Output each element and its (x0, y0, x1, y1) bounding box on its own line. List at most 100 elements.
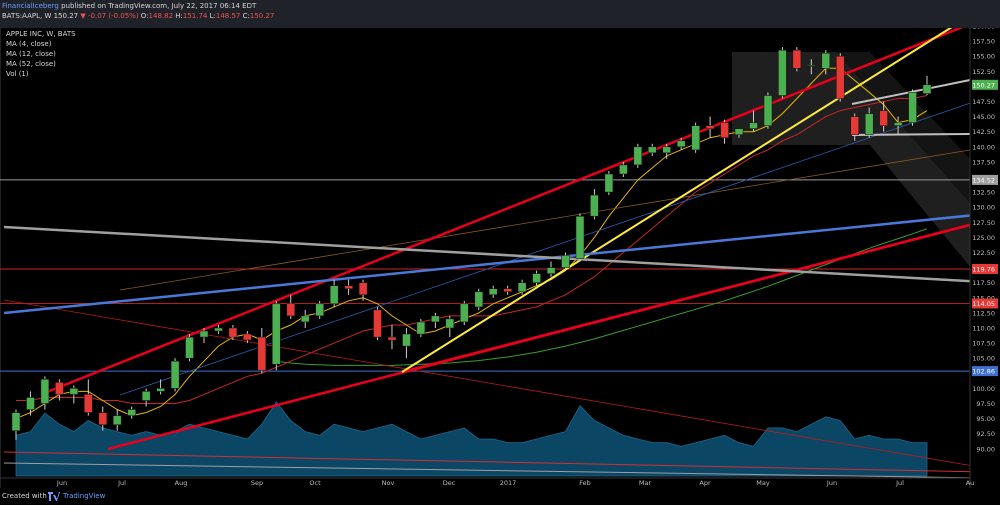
price-tick-label: 152.50 (972, 68, 995, 76)
candle-body[interactable] (648, 146, 657, 154)
candle-body[interactable] (836, 55, 845, 99)
candle-body[interactable] (69, 388, 79, 395)
candle-body[interactable] (358, 282, 368, 296)
ohlc-close: 150.27 (249, 12, 275, 20)
price-tick-label: 130.00 (972, 204, 995, 212)
candle-body[interactable] (127, 409, 136, 416)
candle-body[interactable] (503, 288, 512, 292)
time-tick-label: Mar (639, 479, 652, 487)
blue-thin-line (119, 97, 986, 396)
price-tick-label: 115.00 (972, 294, 995, 302)
price-tick-label: 105.00 (972, 355, 995, 363)
candle-body[interactable] (416, 321, 426, 335)
candle-body[interactable] (300, 315, 310, 323)
candle-body[interactable] (344, 285, 353, 289)
candle-body[interactable] (488, 288, 498, 295)
candle-body[interactable] (879, 110, 888, 126)
candle-body[interactable] (387, 336, 397, 341)
candle-body[interactable] (864, 113, 874, 135)
time-axis: Jun Jul Aug Sep Oct Nov Dec 2017 Feb Mar Apr May Jun… (0, 477, 974, 487)
candle-body[interactable] (546, 267, 556, 274)
orange-long-line (119, 149, 971, 291)
candle-body[interactable] (243, 333, 252, 341)
candle-body[interactable] (734, 128, 744, 135)
candle-body[interactable] (26, 397, 35, 410)
time-tick-label: Oct (309, 479, 321, 487)
price-label-box (972, 79, 998, 90)
candle-body[interactable] (778, 49, 787, 96)
candle-body[interactable] (850, 116, 859, 135)
candle-body[interactable] (11, 412, 21, 431)
legend-item-ma52[interactable]: MA (52, close) (6, 60, 56, 68)
candle-body[interactable] (55, 382, 64, 395)
price-label-box (972, 298, 998, 309)
candle-body[interactable] (257, 336, 267, 371)
candle-body[interactable] (807, 65, 816, 67)
candle-body[interactable] (604, 173, 614, 193)
candle-body[interactable] (893, 122, 903, 126)
candle-body[interactable] (749, 122, 758, 129)
candle-body[interactable] (214, 327, 223, 332)
time-tick-label: Dec (443, 479, 456, 487)
candle-body[interactable] (633, 146, 643, 166)
candle-body[interactable] (705, 125, 715, 129)
candle-body[interactable] (141, 391, 151, 401)
candle-body[interactable] (112, 415, 122, 425)
candle-body[interactable] (792, 49, 802, 69)
candle-body[interactable] (315, 303, 324, 317)
candle-body[interactable] (185, 336, 194, 359)
candle-body[interactable] (662, 146, 671, 154)
candle-body[interactable] (199, 330, 209, 338)
candle-body[interactable] (821, 52, 831, 69)
candle-body[interactable] (619, 164, 628, 175)
candle-body[interactable] (763, 95, 773, 126)
legend-item-ma12[interactable]: MA (12, close) (6, 50, 56, 58)
author-name[interactable]: FinancialIceberg (2, 2, 59, 10)
candle-body[interactable] (431, 315, 440, 323)
candle-body[interactable] (532, 273, 541, 283)
candle-body[interactable] (98, 412, 108, 425)
candles-layer (11, 47, 932, 440)
price-tick-label: 137.50 (972, 158, 995, 166)
candle-body[interactable] (272, 303, 281, 365)
candle-body[interactable] (402, 333, 411, 347)
candle-body[interactable] (445, 318, 455, 329)
candle-body[interactable] (373, 309, 382, 338)
time-tick-label: Nov (382, 479, 395, 487)
candle-body[interactable] (691, 125, 700, 151)
candle-body[interactable] (922, 84, 932, 94)
candle-body[interactable] (517, 282, 527, 293)
candle-body[interactable] (676, 140, 686, 148)
tradingview-logo-icon (48, 492, 60, 501)
candle-body[interactable] (474, 291, 484, 308)
candle-body[interactable] (170, 360, 180, 389)
price-label-box (972, 174, 998, 185)
candle-body[interactable] (40, 379, 50, 404)
candle-body[interactable] (908, 92, 917, 123)
price-tick-label: 112.50 (972, 309, 995, 317)
time-tick-label: Jul (117, 479, 126, 487)
candle-body[interactable] (590, 194, 599, 217)
created-with-text: Created with (2, 492, 47, 500)
candle-body[interactable] (228, 327, 238, 338)
legend-item-volume[interactable]: Vol (1) (6, 70, 29, 78)
candle-body[interactable] (329, 285, 339, 305)
candle-body[interactable] (156, 388, 165, 392)
candle-body[interactable] (84, 394, 93, 413)
symbol-label: BATS:AAPL, W (2, 12, 52, 20)
down-arrow-icon: ▼ (80, 12, 86, 20)
candle-body[interactable] (575, 216, 585, 259)
candle-body[interactable] (720, 122, 729, 138)
legend-item-ma4[interactable]: MA (4, close) (6, 40, 52, 48)
candle-body[interactable] (561, 255, 570, 268)
price-tick-label: 110.00 (972, 325, 995, 333)
candle-body[interactable] (286, 303, 296, 317)
candle-body[interactable] (460, 303, 469, 323)
ohlc-close-label: C: (242, 12, 250, 20)
tradingview-brand[interactable]: TradingView (63, 492, 106, 500)
time-tick-label: Jun (826, 479, 837, 487)
last-price: 150.27 (53, 12, 79, 20)
flag-upper-rail (851, 79, 971, 105)
